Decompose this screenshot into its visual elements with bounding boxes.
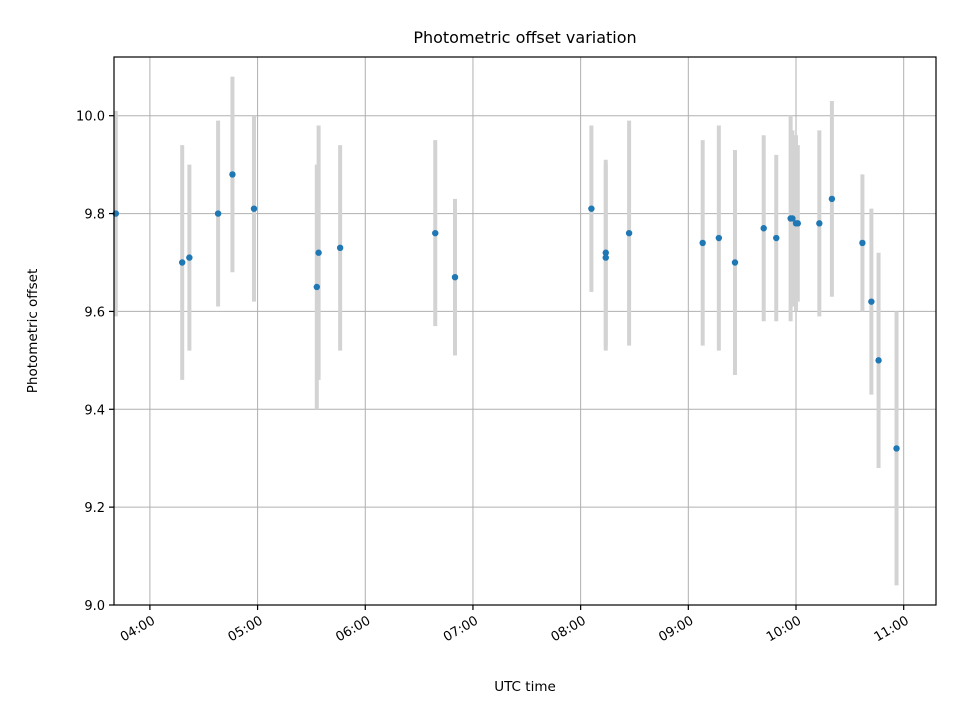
x-tick-label: 05:00 xyxy=(226,613,266,645)
data-point xyxy=(731,259,739,266)
data-point xyxy=(893,445,900,452)
data-point xyxy=(602,249,609,256)
data-point xyxy=(315,249,322,256)
data-point xyxy=(875,357,882,364)
data-point xyxy=(828,195,836,203)
x-tick-label: 11:00 xyxy=(872,613,912,645)
data-point xyxy=(229,171,236,178)
y-axis-label: Photometric offset xyxy=(25,269,41,393)
chart-title: Photometric offset variation xyxy=(413,28,636,47)
x-axis-label: UTC time xyxy=(494,679,556,695)
y-tick-label: 9.8 xyxy=(84,208,105,223)
x-axis-ticks: 04:00 05:00 06:00 07:00 08:00 09:00 10:00 11:00 xyxy=(118,605,912,645)
x-tick-label: 08:00 xyxy=(549,613,589,645)
x-tick-label: 10:00 xyxy=(764,613,804,645)
data-point xyxy=(313,283,321,291)
x-tick-label: 07:00 xyxy=(441,613,481,645)
x-tick-label: 04:00 xyxy=(118,613,158,645)
grid-lines xyxy=(114,57,936,606)
y-tick-label: 9.6 xyxy=(84,305,105,320)
data-point xyxy=(179,259,186,266)
y-tick-label: 9.2 xyxy=(84,501,105,516)
y-tick-label: 9.0 xyxy=(84,599,105,614)
x-tick-label: 06:00 xyxy=(333,613,373,645)
data-point xyxy=(794,220,802,227)
data-point xyxy=(336,244,344,252)
data-point xyxy=(859,239,866,247)
data-point xyxy=(588,205,595,212)
error-bars xyxy=(113,76,899,586)
y-axis-ticks: 9.0 9.2 9.4 9.6 9.8 10.0 xyxy=(76,110,114,614)
data-point xyxy=(773,234,780,242)
data-point xyxy=(250,205,258,212)
data-point xyxy=(789,215,796,222)
data-point xyxy=(760,225,767,232)
data-point xyxy=(625,229,633,237)
data-point xyxy=(699,239,706,247)
data-point xyxy=(715,234,723,242)
plot-frame xyxy=(113,56,937,606)
data-point xyxy=(602,254,609,261)
y-tick-label: 10.0 xyxy=(76,110,105,125)
data-point xyxy=(186,254,193,261)
data-point xyxy=(451,273,459,281)
y-tick-label: 9.4 xyxy=(84,403,105,418)
data-point xyxy=(816,220,823,227)
data-point xyxy=(432,229,439,237)
data-point xyxy=(214,210,222,217)
data-points xyxy=(112,171,900,452)
data-point xyxy=(868,298,875,305)
x-tick-label: 09:00 xyxy=(656,613,696,645)
